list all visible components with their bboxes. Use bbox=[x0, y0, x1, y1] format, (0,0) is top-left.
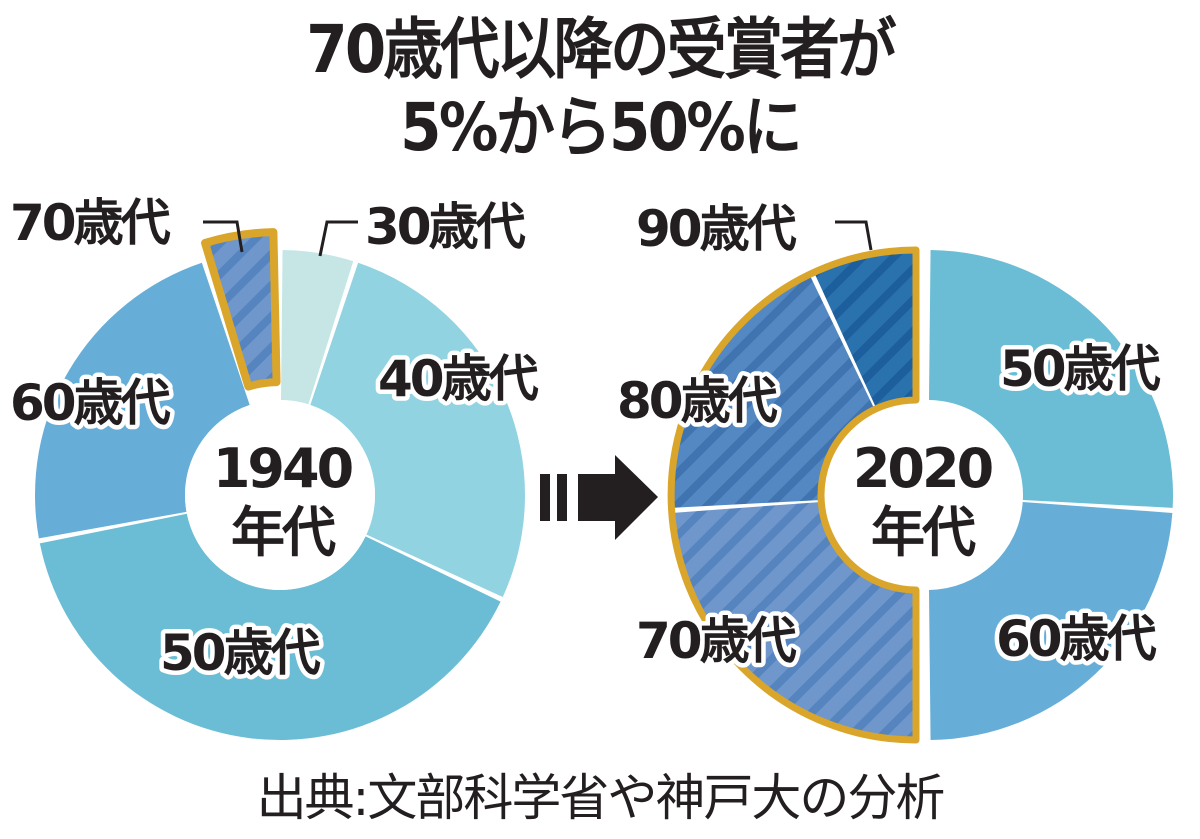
donut-2020s bbox=[667, 246, 1173, 744]
slice-1940-age30 bbox=[280, 250, 354, 405]
label-1940-age40: 40歳代 bbox=[378, 350, 539, 408]
slice-2020-age60 bbox=[928, 501, 1173, 740]
center-label-2020-decade: 年代 bbox=[871, 501, 976, 564]
label-2020-age90: 90歳代 bbox=[636, 200, 797, 258]
slice-2020-age50 bbox=[928, 250, 1173, 508]
donut-1940s bbox=[35, 228, 525, 740]
slice-1940-age60 bbox=[35, 262, 250, 539]
highlight-outline-70plus bbox=[667, 246, 920, 744]
slice-fill bbox=[928, 501, 1173, 740]
slice-2020-age80 bbox=[671, 274, 875, 508]
leader-line-1940-age30 bbox=[318, 220, 358, 257]
slice-1940-age50 bbox=[39, 513, 501, 740]
label-2020-age50: 50歳代 bbox=[1000, 340, 1161, 398]
arrow-icon bbox=[540, 455, 658, 540]
donut-hole-2020 bbox=[831, 404, 1013, 586]
label-2020-age70: 70歳代 bbox=[636, 612, 797, 670]
center-label-2020-year: 2020 bbox=[853, 437, 992, 500]
slice-fill bbox=[814, 250, 916, 409]
source-note: 出典:文部科学省や神戸大の分析 bbox=[256, 769, 946, 827]
center-label-1940-decade: 年代 bbox=[231, 501, 336, 564]
slice-1940-age70-highlighted bbox=[201, 228, 281, 391]
label-2020-age60: 60歳代 bbox=[996, 610, 1157, 668]
label-2020-age80: 80歳代 bbox=[617, 372, 778, 430]
center-label-1940-year: 1940 bbox=[213, 437, 352, 500]
donut-hole-1940 bbox=[185, 400, 375, 590]
slice-2020-age70 bbox=[671, 501, 916, 740]
label-1940-age60: 60歳代 bbox=[10, 374, 171, 432]
chart-title-line2: 5%から50%に bbox=[400, 89, 802, 166]
slice-fill bbox=[671, 501, 916, 740]
leader-line-1940-age70 bbox=[203, 220, 244, 253]
leader-line-2020-age90 bbox=[835, 220, 873, 251]
slice-fill bbox=[928, 250, 1173, 508]
label-1940-age30: 30歳代 bbox=[365, 198, 526, 256]
slice-2020-age90 bbox=[814, 250, 916, 409]
slice-fill bbox=[671, 274, 875, 508]
chart-title-line1: 70歳代以降の受賞者が bbox=[306, 11, 896, 88]
label-1940-age70: 70歳代 bbox=[10, 194, 171, 252]
label-1940-age50: 50歳代 bbox=[160, 624, 321, 682]
slice-1940-age40 bbox=[310, 262, 525, 597]
slice-fill bbox=[201, 228, 281, 391]
